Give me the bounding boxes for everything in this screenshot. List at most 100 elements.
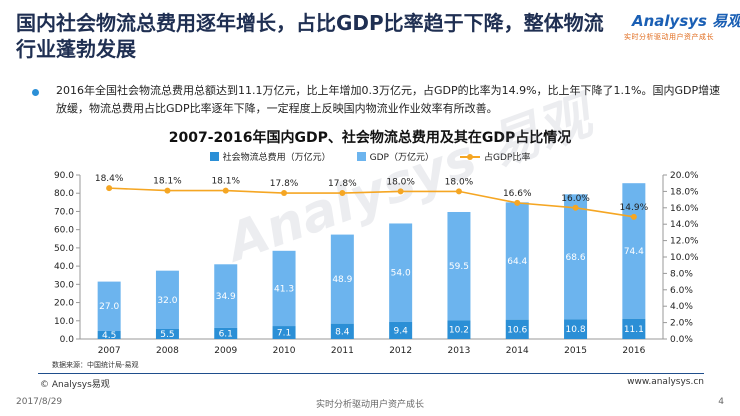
slide-slogan: 实时分析驱动用户资产成长 xyxy=(315,400,424,410)
ratio-label: 18.0% xyxy=(445,177,474,187)
ratio-point xyxy=(455,188,462,195)
bar-label-gdp: 64.4 xyxy=(507,257,527,267)
bar-label-logistics: 6.1 xyxy=(219,329,233,339)
y-left-tick-label: 30.0 xyxy=(54,280,74,290)
bar-logistics xyxy=(214,327,238,339)
y-right-tick-label: 14.0% xyxy=(670,220,699,230)
x-tick-label: 2011 xyxy=(331,346,354,356)
bar-label-gdp: 54.0 xyxy=(391,269,411,279)
y-left-tick-label: 70.0 xyxy=(54,207,74,217)
chart-ratio-line xyxy=(106,185,637,220)
x-tick-label: 2015 xyxy=(564,346,587,356)
y-left-tick-label: 90.0 xyxy=(54,171,74,181)
bar-label-logistics: 10.8 xyxy=(566,325,586,335)
y-right-tick-label: 12.0% xyxy=(670,237,699,247)
y-right-tick-label: 10.0% xyxy=(670,253,699,263)
legend-swatch-gdp xyxy=(356,152,366,161)
bar-label-logistics: 11.1 xyxy=(624,325,644,335)
ratio-label: 18.1% xyxy=(211,177,240,187)
y-right-tick-label: 8.0% xyxy=(670,269,693,279)
bar-label-gdp: 41.3 xyxy=(274,284,294,294)
ratio-label: 17.8% xyxy=(270,179,299,189)
legend-label-logistics: 社会物流总费用（万亿元） xyxy=(222,153,331,163)
bar-label-logistics: 9.4 xyxy=(393,326,408,336)
bar-label-logistics: 8.4 xyxy=(335,327,350,337)
bar-label-gdp: 48.9 xyxy=(332,275,352,285)
legend-item-logistics: 社会物流总费用（万亿元） xyxy=(209,150,331,163)
x-tick-label: 2012 xyxy=(389,346,412,356)
y-right-tick-label: 16.0% xyxy=(670,204,699,214)
ratio-label: 18.0% xyxy=(386,177,415,187)
bar-label-gdp: 59.5 xyxy=(449,262,469,272)
bar-label-gdp: 27.0 xyxy=(99,302,119,312)
copyright: © Analysys易观 xyxy=(40,380,110,390)
ratio-point xyxy=(222,187,229,194)
bar-logistics xyxy=(447,320,471,339)
y-right-tick-label: 6.0% xyxy=(670,286,693,296)
bar-gdp xyxy=(447,211,471,321)
ratio-label: 16.6% xyxy=(503,189,532,199)
y-left-tick-label: 50.0 xyxy=(54,244,74,254)
summary-text: 2016年全国社会物流总费用总额达到11.1万亿元，比上年增加0.3万亿元，占G… xyxy=(56,84,721,115)
y-right-tick-label: 2.0% xyxy=(670,319,693,329)
page-title: 国内社会物流总费用逐年增长，占比GDP比率趋于下降，整体物流行业蓬勃发展 xyxy=(16,11,604,61)
y-left-tick-label: 0.0 xyxy=(60,335,75,345)
chart-labels: 4.5 27.0 5.5 32.0 6.1 34.9 7.1 41.3 8.4 48.9 9.4 54… xyxy=(95,174,649,341)
ratio-label: 14.9% xyxy=(620,203,649,213)
bar-gdp xyxy=(97,281,121,331)
legend-item-gdp: GDP（万亿元） xyxy=(356,150,434,163)
x-tick-label: 2007 xyxy=(98,346,121,356)
bar-gdp xyxy=(214,264,238,328)
bar-label-gdp: 32.0 xyxy=(157,296,177,306)
bar-gdp xyxy=(505,202,529,320)
y-left-tick-label: 20.0 xyxy=(54,299,74,309)
y-left-tick-label: 10.0 xyxy=(54,317,74,327)
bar-label-logistics: 10.6 xyxy=(507,325,527,335)
ratio-point xyxy=(514,199,521,206)
legend-swatch-ratio xyxy=(460,152,480,162)
data-source: 数据来源：中国统计局-易观 xyxy=(52,361,139,369)
bullet-dot-icon xyxy=(32,89,39,96)
ratio-point xyxy=(397,188,404,195)
y-left-tick-label: 80.0 xyxy=(54,189,74,199)
chart-title: 2007-2016年国内GDP、社会物流总费用及其在GDP占比情况 xyxy=(168,130,572,146)
bar-logistics xyxy=(622,318,646,339)
ratio-label: 16.0% xyxy=(561,194,590,204)
bar-gdp xyxy=(155,270,179,329)
ratio-line xyxy=(109,187,634,218)
bar-logistics xyxy=(564,319,588,339)
chart-bars xyxy=(97,183,646,339)
ratio-label: 18.1% xyxy=(153,177,182,187)
ratio-label: 18.4% xyxy=(95,174,124,184)
bar-label-gdp: 34.9 xyxy=(216,292,236,302)
y-right-tick-label: 4.0% xyxy=(670,302,693,312)
y-left-tick-label: 40.0 xyxy=(54,262,74,272)
bar-gdp xyxy=(389,223,413,322)
y-right-tick-label: 18.0% xyxy=(670,187,699,197)
x-tick-label: 2008 xyxy=(156,346,179,356)
bar-logistics xyxy=(155,328,179,339)
chart-axes: 0.0 10.0 20.0 30.0 40.0 50.0 60.0 70.0 80.0 90.0 0… xyxy=(54,171,699,356)
bar-label-logistics: 7.1 xyxy=(277,329,291,339)
ratio-point xyxy=(281,190,288,197)
x-tick-label: 2016 xyxy=(622,346,645,356)
website-link[interactable]: www.analysys.cn xyxy=(627,377,704,387)
x-tick-label: 2009 xyxy=(214,346,237,356)
x-tick-label: 2014 xyxy=(506,346,529,356)
bar-label-gdp: 74.4 xyxy=(624,247,644,257)
ratio-point xyxy=(339,190,346,197)
bar-logistics xyxy=(330,323,354,339)
bar-label-logistics: 10.2 xyxy=(449,326,469,336)
y-left-tick-label: 60.0 xyxy=(54,226,74,236)
bar-label-logistics: 5.5 xyxy=(160,330,174,340)
legend-swatch-logistics xyxy=(209,152,219,161)
page-number: 4 xyxy=(718,397,724,407)
bar-logistics xyxy=(389,321,413,339)
bar-logistics xyxy=(97,330,121,339)
bar-label-gdp: 68.6 xyxy=(566,253,586,263)
analysys-logo: Analysys 易观 实时分析驱动用户资产成长 xyxy=(624,10,740,50)
ratio-point xyxy=(630,213,637,220)
bar-gdp xyxy=(564,194,588,320)
chart-legend: 社会物流总费用（万亿元） GDP（万亿元） 占GDP比率 xyxy=(0,150,740,163)
ratio-point xyxy=(106,185,113,192)
